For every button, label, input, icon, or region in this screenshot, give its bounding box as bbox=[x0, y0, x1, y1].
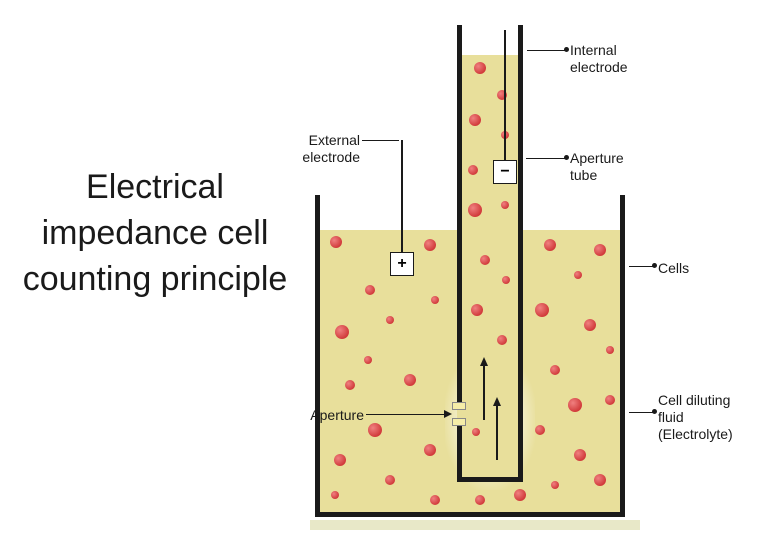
flow-arrow-head bbox=[493, 397, 501, 406]
aperture-block-bottom bbox=[452, 418, 466, 426]
cell bbox=[535, 425, 545, 435]
cell bbox=[468, 203, 482, 217]
leader-dot-internal bbox=[564, 47, 569, 52]
cell bbox=[430, 495, 440, 505]
cell bbox=[497, 90, 507, 100]
tube-right-wall bbox=[518, 25, 523, 480]
label-aperture: Aperture bbox=[294, 407, 364, 424]
leader-line bbox=[527, 50, 566, 51]
beaker-left-wall bbox=[315, 195, 320, 515]
cell bbox=[480, 255, 490, 265]
cell bbox=[368, 423, 382, 437]
diagram-title: Electrical impedance cell counting princ… bbox=[0, 165, 310, 303]
tube-bottom-wall bbox=[457, 477, 523, 482]
cell bbox=[424, 444, 436, 456]
label-aperture-tube: Aperture tube bbox=[570, 150, 650, 184]
flow-arrow-head bbox=[480, 357, 488, 366]
diagram-canvas: + − Internal electrode External electrod… bbox=[280, 10, 760, 540]
minus-symbol: − bbox=[500, 163, 509, 181]
cell bbox=[568, 398, 582, 412]
cell bbox=[468, 165, 478, 175]
cell bbox=[502, 276, 510, 284]
flow-arrow-line bbox=[496, 405, 498, 460]
internal-electrode: − bbox=[493, 160, 517, 184]
label-internal-electrode: Internal electrode bbox=[570, 42, 650, 76]
cell bbox=[404, 374, 416, 386]
cell bbox=[606, 346, 614, 354]
cell bbox=[345, 380, 355, 390]
flow-arrow-line bbox=[483, 365, 485, 420]
cell bbox=[431, 296, 439, 304]
cell bbox=[472, 428, 480, 436]
cell bbox=[574, 271, 582, 279]
cell bbox=[551, 481, 559, 489]
leader-line bbox=[629, 266, 654, 267]
cell bbox=[550, 365, 560, 375]
cell bbox=[475, 495, 485, 505]
cell bbox=[334, 454, 346, 466]
label-external-electrode: External electrode bbox=[290, 132, 360, 166]
cell bbox=[385, 475, 395, 485]
cell bbox=[594, 244, 606, 256]
external-electrode-wire bbox=[401, 140, 403, 252]
aperture-leader-arrow bbox=[444, 410, 452, 418]
aperture-block-top bbox=[452, 402, 466, 410]
cell bbox=[386, 316, 394, 324]
cell bbox=[497, 335, 507, 345]
leader-dot-fluid bbox=[652, 409, 657, 414]
cell bbox=[364, 356, 372, 364]
beaker-right-wall bbox=[620, 195, 625, 515]
cell bbox=[471, 304, 483, 316]
base-shadow bbox=[310, 520, 640, 530]
cell bbox=[474, 62, 486, 74]
leader-line bbox=[362, 140, 399, 141]
label-cell-diluting-fluid: Cell diluting fluid (Electrolyte) bbox=[658, 392, 748, 442]
leader-dot-tube bbox=[564, 155, 569, 160]
leader-line bbox=[526, 158, 566, 159]
cell bbox=[514, 489, 526, 501]
cell bbox=[331, 491, 339, 499]
cell bbox=[535, 303, 549, 317]
beaker-bottom-wall bbox=[315, 512, 625, 517]
cell bbox=[501, 201, 509, 209]
cell bbox=[335, 325, 349, 339]
external-electrode: + bbox=[390, 252, 414, 276]
cell bbox=[574, 449, 586, 461]
cell bbox=[605, 395, 615, 405]
cell bbox=[424, 239, 436, 251]
cell bbox=[330, 236, 342, 248]
cell bbox=[365, 285, 375, 295]
leader-line bbox=[629, 412, 654, 413]
internal-electrode-wire bbox=[504, 30, 506, 160]
leader-line bbox=[366, 414, 448, 415]
plus-symbol: + bbox=[397, 255, 406, 273]
cell bbox=[469, 114, 481, 126]
label-cells: Cells bbox=[658, 260, 718, 277]
cell bbox=[584, 319, 596, 331]
leader-dot-cells bbox=[652, 263, 657, 268]
cell bbox=[544, 239, 556, 251]
cell bbox=[594, 474, 606, 486]
